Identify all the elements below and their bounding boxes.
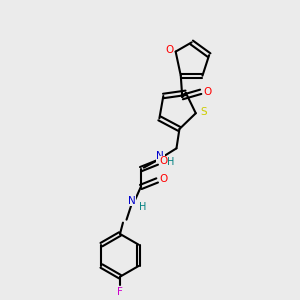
Text: N: N	[156, 151, 164, 161]
Text: O: O	[160, 156, 168, 166]
Text: H: H	[140, 202, 147, 212]
Text: O: O	[160, 174, 168, 184]
Text: F: F	[117, 287, 123, 297]
Text: N: N	[128, 196, 136, 206]
Text: O: O	[165, 45, 173, 55]
Text: O: O	[203, 87, 212, 97]
Text: S: S	[200, 107, 206, 117]
Text: H: H	[167, 157, 174, 167]
